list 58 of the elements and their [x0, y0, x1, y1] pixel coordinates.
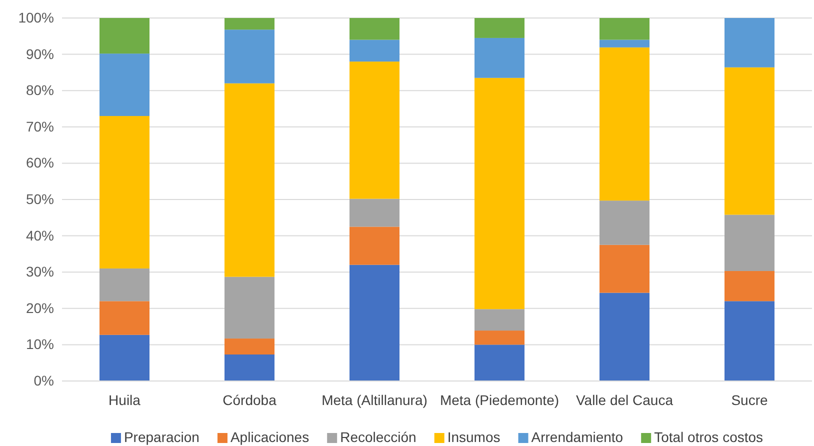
- y-tick-label: 50%: [26, 190, 54, 207]
- bar: [600, 47, 650, 201]
- bar: [724, 18, 774, 68]
- bar: [474, 78, 524, 310]
- y-tick-label: 40%: [26, 227, 54, 244]
- x-tick-label: Huila: [108, 392, 141, 408]
- y-tick-label: 80%: [26, 82, 54, 98]
- bar: [224, 338, 274, 354]
- bar: [724, 67, 774, 215]
- bar: [100, 18, 150, 54]
- legend-label: Recolección: [340, 429, 416, 445]
- bar: [224, 83, 274, 277]
- bar: [474, 330, 524, 345]
- legend-label: Aplicaciones: [230, 429, 310, 445]
- x-tick-label: Córdoba: [222, 392, 277, 408]
- legend-label: Total otros costos: [654, 429, 764, 445]
- y-tick-label: 90%: [26, 46, 54, 62]
- legend-label: Preparacion: [124, 429, 200, 445]
- bar: [600, 18, 650, 40]
- y-tick-label: 30%: [26, 264, 54, 280]
- x-tick-label: Meta (Altillanura): [322, 392, 428, 408]
- bar: [224, 18, 274, 30]
- bar: [350, 18, 400, 40]
- bar: [350, 226, 400, 265]
- x-tick-label: Meta (Piedemonte): [440, 392, 560, 408]
- legend-label: Arrendamiento: [531, 429, 624, 445]
- bar: [224, 30, 274, 84]
- legend-label: Insumos: [447, 429, 500, 445]
- y-tick-label: 70%: [26, 118, 54, 134]
- x-tick-label: Sucre: [731, 392, 768, 408]
- x-tick-label: Valle del Cauca: [576, 392, 674, 408]
- bar: [474, 38, 524, 78]
- bar: [350, 264, 400, 381]
- bar: [600, 292, 650, 381]
- bar: [224, 354, 274, 381]
- bar: [224, 276, 274, 339]
- bar: [724, 271, 774, 302]
- bar: [350, 62, 400, 199]
- bar: [600, 40, 650, 48]
- y-tick-label: 60%: [26, 154, 54, 171]
- bar: [350, 198, 400, 227]
- bar: [474, 18, 524, 38]
- bar: [724, 301, 774, 381]
- bar: [100, 301, 150, 335]
- bar: [724, 214, 774, 272]
- bar: [600, 200, 650, 245]
- bar: [100, 268, 150, 302]
- bar: [100, 54, 150, 116]
- y-tick-label: 0%: [34, 372, 54, 388]
- y-tick-label: 10%: [26, 336, 54, 352]
- bar: [100, 116, 150, 268]
- y-tick-label: 20%: [26, 300, 54, 316]
- bar: [474, 344, 524, 381]
- bar: [600, 244, 650, 293]
- bar: [350, 40, 400, 62]
- bar: [100, 334, 150, 381]
- y-tick-label: 100%: [18, 9, 54, 26]
- bar: [474, 309, 524, 331]
